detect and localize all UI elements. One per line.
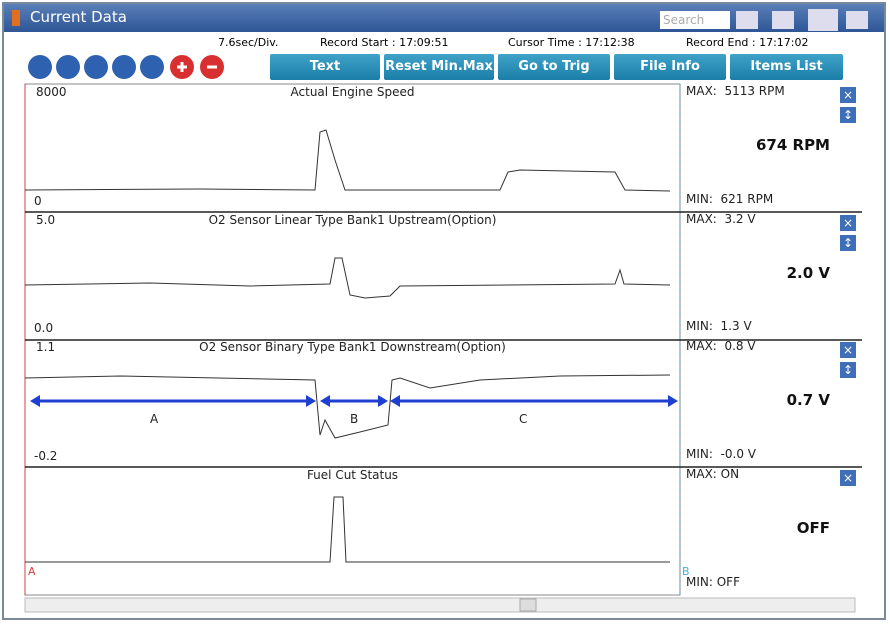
annotation: A — [150, 412, 159, 426]
min-label: MIN: OFF — [686, 574, 740, 589]
retry-button[interactable] — [808, 9, 838, 31]
max-label: MAX: 0.8 V — [686, 339, 756, 354]
text-button[interactable]: Text — [270, 54, 380, 80]
window-button[interactable] — [846, 11, 868, 29]
time-div: 7.6sec/Div. — [218, 36, 279, 49]
annotation: B — [350, 412, 359, 426]
current-value: 674 RPM — [755, 136, 830, 154]
app-icon — [12, 10, 20, 26]
scale-button[interactable]: ↕ — [840, 362, 856, 379]
scale-bottom: 0 — [34, 193, 42, 208]
min-label: MIN: 621 RPM — [686, 191, 774, 206]
window-title: Current Data — [30, 8, 127, 26]
items-button[interactable]: Items List — [730, 54, 843, 80]
min-label: MIN: 1.3 V — [686, 319, 752, 334]
current-value: 0.7 V — [786, 391, 830, 410]
panel-title: Actual Engine Speed — [290, 85, 415, 99]
reset-button[interactable]: Reset Min.Max — [384, 54, 494, 80]
scale-button[interactable]: ↕ — [840, 234, 856, 251]
min-label: MIN: -0.0 V — [686, 447, 756, 462]
scale-button[interactable]: ↕ — [840, 107, 856, 123]
cursor-b: B — [682, 565, 690, 578]
current-value: 2.0 V — [786, 263, 830, 282]
max-label: MAX: ON — [686, 467, 740, 482]
zoom-button[interactable] — [736, 11, 758, 29]
scale-top: 8000 — [36, 85, 67, 99]
cursor-a: A — [28, 565, 36, 578]
close-button[interactable]: × — [840, 214, 856, 231]
close-button[interactable]: × — [840, 342, 856, 359]
scale-bottom: 0.0 — [34, 321, 54, 336]
panel-title: Fuel Cut Status — [306, 468, 399, 483]
record-end: Record End : 17:17:02 — [686, 36, 809, 49]
nav-buttons[interactable] — [28, 55, 224, 79]
annotation: C — [519, 412, 528, 426]
max-label: MAX: 3.2 V — [686, 211, 756, 226]
trig-button[interactable]: Go to Trig — [498, 54, 610, 80]
panel-title: O2 Sensor Linear Type Bank1 Upstream(Opt… — [208, 212, 497, 227]
search-box[interactable]: Search — [660, 11, 730, 29]
record-start: Record Start : 17:09:51 — [320, 36, 449, 49]
scale-bottom: -0.2 — [34, 449, 58, 464]
scale-top: 1.1 — [36, 340, 56, 355]
current-value: OFF — [796, 519, 830, 538]
cursor-time: Cursor Time : 17:12:38 — [508, 36, 635, 49]
fileinfo-button[interactable]: File Info — [614, 54, 726, 80]
max-label: MAX: 5113 RPM — [686, 84, 785, 98]
scale-top: 5.0 — [36, 212, 56, 227]
close-button[interactable]: × — [840, 87, 856, 103]
list-button[interactable] — [772, 11, 794, 29]
panel-title: O2 Sensor Binary Type Bank1 Downstream(O… — [199, 340, 506, 355]
close-button[interactable]: × — [840, 470, 856, 487]
